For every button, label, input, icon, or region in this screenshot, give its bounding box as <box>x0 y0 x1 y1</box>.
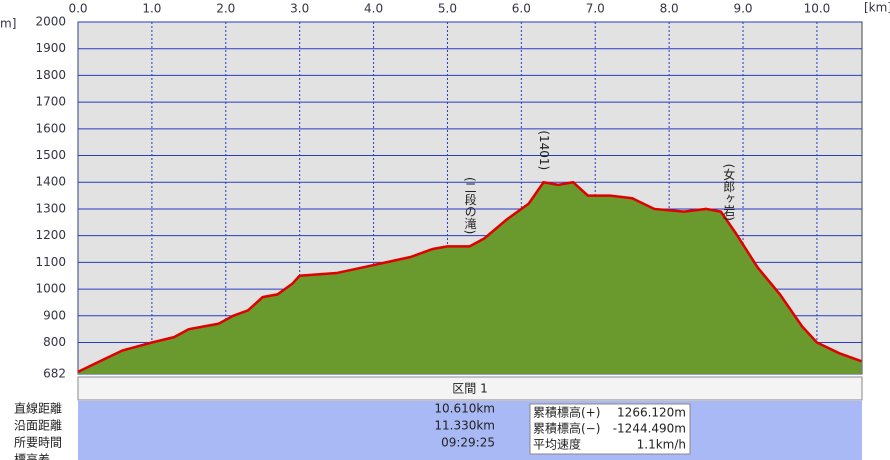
stat-label: 平均速度 <box>533 437 581 452</box>
x-unit: [km] <box>864 1 890 15</box>
row-value: 11.330km <box>434 419 495 433</box>
annotation: (女郎ヶ岩) <box>722 164 736 221</box>
section-header <box>77 376 863 401</box>
y-tick-label: 2000 <box>35 15 66 29</box>
elevation-line <box>77 180 862 373</box>
x-tick-label: 4.0 <box>364 2 383 16</box>
row-value: 09:29:25 <box>441 436 495 450</box>
stat-value: -1244.490m <box>613 422 686 436</box>
row-label: 所要時間 <box>14 436 62 450</box>
x-tick-label: 3.0 <box>290 2 309 16</box>
x-tick-label: 6.0 <box>512 2 531 16</box>
stats-box <box>529 403 691 455</box>
y-tick-label: 1500 <box>35 148 66 162</box>
stat-label: 累積標高(+) <box>533 405 600 420</box>
y-tick-label: 1300 <box>35 201 66 215</box>
x-tick-label: 7.0 <box>586 2 605 16</box>
summary: 直線距離 10.610km 沿面距離 11.330km 所要時間 09:29:25 標高差 累… <box>14 401 686 460</box>
x-tick-label: 1.0 <box>142 2 161 16</box>
annotation: (1401) <box>537 130 551 170</box>
x-tick-label: 0.0 <box>68 2 87 16</box>
y-tick-label: 1900 <box>35 41 66 55</box>
row-label: 直線距離 <box>14 401 62 416</box>
y-tick-label: 800 <box>43 335 66 349</box>
x-tick-label: 8.0 <box>660 2 679 16</box>
y-tick-label: 1100 <box>35 255 66 269</box>
plot: 682 800 900 1000 1100 1200 1300 1400 1500 1600 170… <box>35 2 862 381</box>
section-title: 区間 1 <box>452 382 487 396</box>
y-tick-label: 1200 <box>35 228 66 242</box>
x-tick-label: 9.0 <box>733 2 752 16</box>
x-tick-label: 10.0 <box>804 2 831 16</box>
y-tick-label: 1700 <box>35 95 66 109</box>
stat-value: 1266.120m <box>617 406 686 420</box>
y-unit: m] <box>0 17 16 31</box>
elevation-area <box>78 182 862 374</box>
x-tick-label: 5.0 <box>438 2 457 16</box>
stat-label: 累積標高(−) <box>533 421 600 436</box>
stat-value: 1.1km/h <box>637 438 686 452</box>
row-label: 標高差 <box>14 452 50 460</box>
y-tick-label: 1400 <box>35 175 66 189</box>
annotation: (二段の滝) <box>463 177 477 234</box>
row-value: 10.610km <box>434 402 495 416</box>
y-tick-label: 900 <box>43 308 66 322</box>
summary-panel <box>78 401 862 460</box>
y-tick-label: 1600 <box>35 121 66 135</box>
x-tick-label: 2.0 <box>216 2 235 16</box>
y-tick-label: 1800 <box>35 68 66 82</box>
row-label: 沿面距離 <box>14 419 62 433</box>
y-tick-label: 1000 <box>35 282 66 296</box>
y-tick-label: 682 <box>43 367 66 381</box>
